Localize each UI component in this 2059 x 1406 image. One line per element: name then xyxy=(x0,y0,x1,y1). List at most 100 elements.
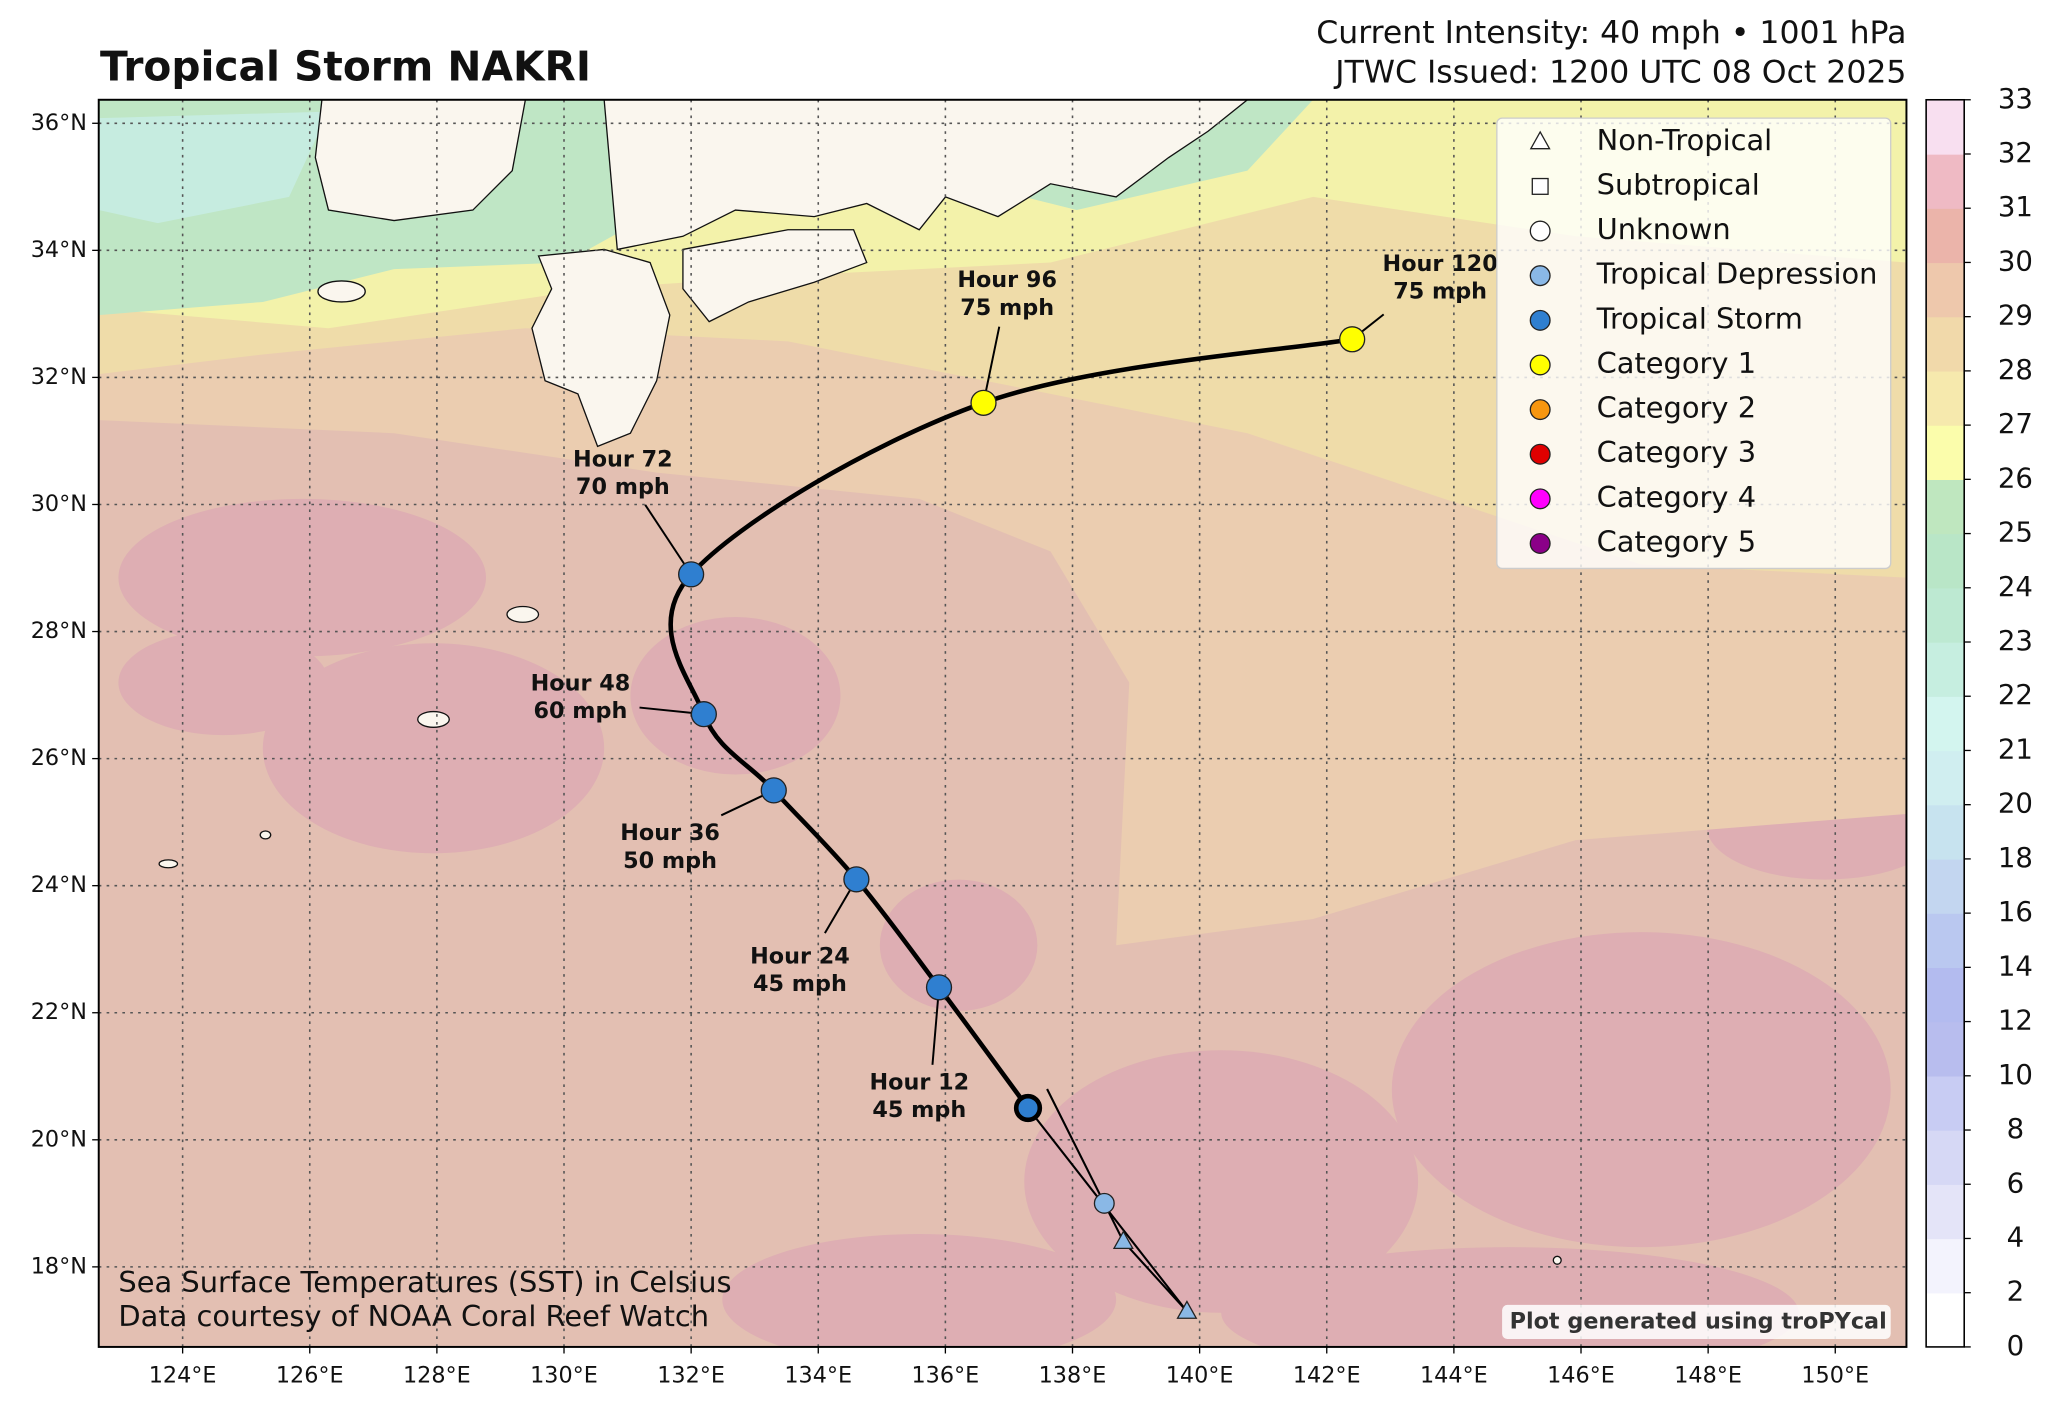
colorbar-band xyxy=(1926,858,1965,914)
x-tick-label: 140°E xyxy=(1166,1362,1234,1388)
y-tick-label: 26°N xyxy=(31,745,87,771)
forecast-intensity: 60 mph xyxy=(534,698,628,724)
colorbar-label: 6 xyxy=(2007,1167,2025,1199)
x-tick-label: 126°E xyxy=(276,1362,344,1388)
colorbar-label: 33 xyxy=(1998,83,2033,115)
credit-box xyxy=(1502,1304,1891,1340)
legend-label: Category 2 xyxy=(1597,391,1756,425)
forecast-intensity: 45 mph xyxy=(872,1097,966,1123)
colorbar-label: 30 xyxy=(1998,245,2033,277)
marker xyxy=(1529,309,1551,331)
marker xyxy=(843,866,870,893)
issued: JTWC Issued: 1200 UTC 08 Oct 2025 xyxy=(1333,55,1906,91)
colorbar-label: 32 xyxy=(1998,137,2033,169)
colorbar-frame xyxy=(1925,98,1965,1348)
colorbar-band xyxy=(1926,967,1965,1023)
colorbar-label: 16 xyxy=(1998,896,2033,928)
marker xyxy=(760,777,787,804)
colorbar-band xyxy=(1926,370,1965,426)
marker xyxy=(1529,265,1551,287)
y-tick-label: 18°N xyxy=(31,1253,87,1279)
y-tick-label: 24°N xyxy=(31,872,87,898)
x-tick-label: 148°E xyxy=(1674,1362,1742,1388)
colorbar-band xyxy=(1926,316,1965,372)
marker xyxy=(678,561,705,588)
forecast-hour: Hour 72 xyxy=(573,447,673,473)
colorbar-band xyxy=(1926,1292,1965,1348)
forecast-intensity: 70 mph xyxy=(576,474,670,500)
x-tick-label: 150°E xyxy=(1801,1362,1869,1388)
marker xyxy=(1529,399,1551,421)
forecast-hour: Hour 24 xyxy=(750,943,850,969)
marker xyxy=(1531,177,1549,195)
forecast-hour: Hour 120 xyxy=(1383,251,1498,277)
colorbar-label: 0 xyxy=(2007,1330,2025,1362)
colorbar-band xyxy=(1926,913,1965,969)
colorbar-label: 4 xyxy=(2007,1221,2025,1253)
colorbar-band xyxy=(1926,99,1965,155)
colorbar-label: 8 xyxy=(2007,1113,2025,1145)
x-tick-label: 142°E xyxy=(1293,1362,1361,1388)
marker xyxy=(1529,220,1551,242)
colorbar-label: 10 xyxy=(1998,1059,2033,1091)
marker xyxy=(1176,1300,1198,1319)
note: Data courtesy of NOAA Coral Reef Watch xyxy=(118,1299,709,1333)
colorbar-label: 20 xyxy=(1998,788,2033,820)
legend-label: Unknown xyxy=(1597,212,1731,246)
colorbar-band xyxy=(1926,804,1965,860)
colorbar-label: 24 xyxy=(1998,571,2033,603)
marker xyxy=(1529,532,1551,554)
colorbar-label: 21 xyxy=(1998,733,2033,765)
current-position xyxy=(1013,1093,1043,1123)
colorbar-band xyxy=(1926,1184,1965,1240)
marker xyxy=(690,701,717,728)
y-tick-label: 32°N xyxy=(31,364,87,390)
colorbar-band xyxy=(1926,642,1965,697)
colorbar-label: 25 xyxy=(1998,517,2033,549)
marker xyxy=(925,974,953,1001)
plot-frame xyxy=(97,98,1908,1348)
forecast-intensity: 75 mph xyxy=(1393,279,1487,305)
legend-label: Subtropical xyxy=(1597,167,1760,201)
x-tick-label: 136°E xyxy=(911,1362,979,1388)
colorbar-label: 28 xyxy=(1998,354,2033,386)
forecast-intensity: 45 mph xyxy=(753,971,847,997)
colorbar-label: 18 xyxy=(1998,842,2033,874)
colorbar-band xyxy=(1926,1238,1965,1294)
colorbar-band xyxy=(1926,533,1965,589)
colorbar-band xyxy=(1926,750,1965,806)
marker xyxy=(1529,443,1551,465)
colorbar-band xyxy=(1926,1075,1965,1131)
forecast-hour: Hour 96 xyxy=(957,267,1057,293)
current-intensity: Current Intensity: 40 mph • 1001 hPa xyxy=(1316,15,1906,51)
forecast-intensity: 50 mph xyxy=(623,848,717,874)
x-tick-label: 130°E xyxy=(530,1362,598,1388)
marker xyxy=(1529,354,1551,376)
legend-label: Tropical Storm xyxy=(1596,301,1803,335)
colorbar-band xyxy=(1926,425,1965,480)
legend-label: Category 1 xyxy=(1597,346,1756,380)
legend-label: Category 5 xyxy=(1597,524,1756,558)
title: Tropical Storm NAKRI xyxy=(100,43,591,91)
marker xyxy=(1112,1230,1134,1250)
forecast-hour: Hour 48 xyxy=(531,670,631,696)
y-tick-label: 30°N xyxy=(31,491,87,517)
colorbar-label: 29 xyxy=(1998,300,2033,332)
colorbar-band xyxy=(1926,587,1965,643)
x-tick-label: 134°E xyxy=(784,1362,852,1388)
y-tick-label: 22°N xyxy=(31,999,87,1025)
colorbar-label: 27 xyxy=(1998,408,2033,440)
y-tick-label: 20°N xyxy=(31,1126,87,1152)
colorbar-label: 31 xyxy=(1998,191,2033,223)
y-tick-label: 36°N xyxy=(31,110,87,136)
note: Sea Surface Temperatures (SST) in Celsiu… xyxy=(118,1265,731,1299)
x-tick-label: 138°E xyxy=(1039,1362,1107,1388)
colorbar-label: 12 xyxy=(1998,1005,2033,1037)
label-connector xyxy=(644,504,692,575)
colorbar-band xyxy=(1926,153,1965,209)
x-tick-label: 128°E xyxy=(403,1362,471,1388)
marker xyxy=(1339,326,1366,353)
colorbar-label: 26 xyxy=(1998,462,2033,494)
colorbar-band xyxy=(1926,262,1965,318)
marker xyxy=(1529,488,1551,510)
